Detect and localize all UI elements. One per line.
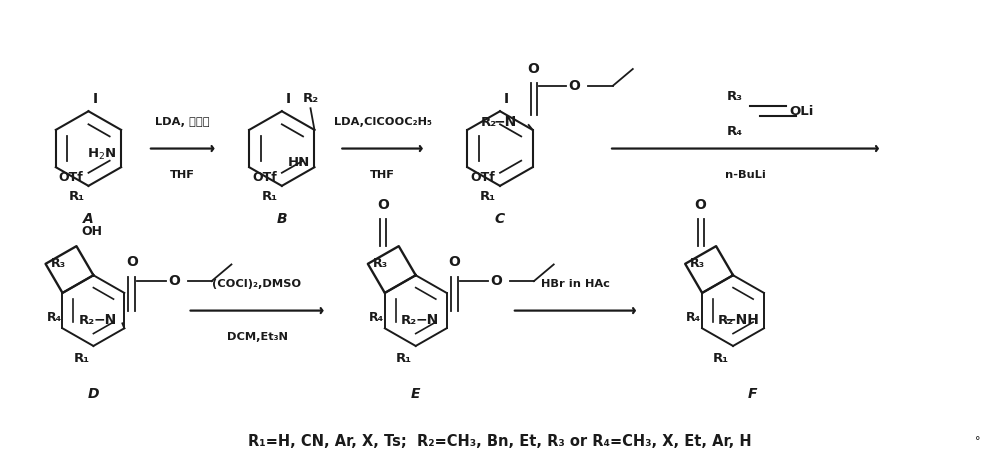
Text: F: F <box>748 387 758 401</box>
Text: LDA, 卤代烃: LDA, 卤代烃 <box>155 117 210 127</box>
Text: −N: −N <box>415 313 439 327</box>
Text: O: O <box>377 198 389 212</box>
Text: (COCl)₂,DMSO: (COCl)₂,DMSO <box>212 279 302 289</box>
Text: R₃: R₃ <box>373 257 388 270</box>
Text: −N: −N <box>494 115 517 129</box>
Text: I: I <box>504 92 509 106</box>
Text: OTf: OTf <box>59 171 84 184</box>
Text: A: A <box>83 212 94 226</box>
Text: O: O <box>528 62 540 76</box>
Text: R₂: R₂ <box>302 92 319 106</box>
Text: R₁: R₁ <box>73 352 89 365</box>
Text: R₁=H, CN, Ar, X, Ts;  R₂=CH₃, Bn, Et, R₃ or R₄=CH₃, X, Et, Ar, H: R₁=H, CN, Ar, X, Ts; R₂=CH₃, Bn, Et, R₃ … <box>248 434 752 449</box>
Text: D: D <box>88 387 99 401</box>
Text: R₂: R₂ <box>78 314 95 327</box>
Text: I: I <box>92 92 98 106</box>
Text: n-BuLi: n-BuLi <box>725 170 766 180</box>
Text: E: E <box>411 387 420 401</box>
Text: R₁: R₁ <box>713 352 729 365</box>
Text: O: O <box>490 274 502 288</box>
Text: −N: −N <box>93 313 116 327</box>
Text: O: O <box>695 198 707 212</box>
Text: THF: THF <box>170 170 195 180</box>
Text: O: O <box>168 274 180 288</box>
Text: R₁: R₁ <box>396 352 412 365</box>
Text: I: I <box>286 92 291 106</box>
Text: °: ° <box>975 436 981 446</box>
Text: HN: HN <box>287 156 310 169</box>
Text: B: B <box>277 212 287 226</box>
Text: R₁: R₁ <box>68 190 84 203</box>
Text: HBr in HAc: HBr in HAc <box>541 279 610 289</box>
Text: OTf: OTf <box>470 171 495 184</box>
Text: O: O <box>126 255 138 269</box>
Text: C: C <box>495 212 505 226</box>
Text: R₃: R₃ <box>727 90 743 103</box>
Text: R₂: R₂ <box>401 314 417 327</box>
Text: THF: THF <box>370 170 395 180</box>
Text: OTf: OTf <box>252 171 277 184</box>
Text: R₄: R₄ <box>46 311 62 324</box>
Text: DCM,Et₃N: DCM,Et₃N <box>227 332 288 342</box>
Text: OLi: OLi <box>790 105 814 118</box>
Text: R₁: R₁ <box>480 190 496 203</box>
Text: R₄: R₄ <box>727 125 743 138</box>
Text: R₃: R₃ <box>690 257 705 270</box>
Text: R₁: R₁ <box>262 190 278 203</box>
Text: R₄: R₄ <box>686 311 701 324</box>
Text: R₃: R₃ <box>51 257 66 270</box>
Text: R₂: R₂ <box>718 314 734 327</box>
Text: O: O <box>448 255 460 269</box>
Text: −NH: −NH <box>724 313 759 327</box>
Text: H$_2$N: H$_2$N <box>87 147 116 163</box>
Text: O: O <box>568 78 580 92</box>
Text: OH: OH <box>81 225 102 238</box>
Text: R₂: R₂ <box>481 115 497 128</box>
Text: LDA,ClCOOC₂H₅: LDA,ClCOOC₂H₅ <box>334 117 431 127</box>
Text: R₄: R₄ <box>369 311 384 324</box>
